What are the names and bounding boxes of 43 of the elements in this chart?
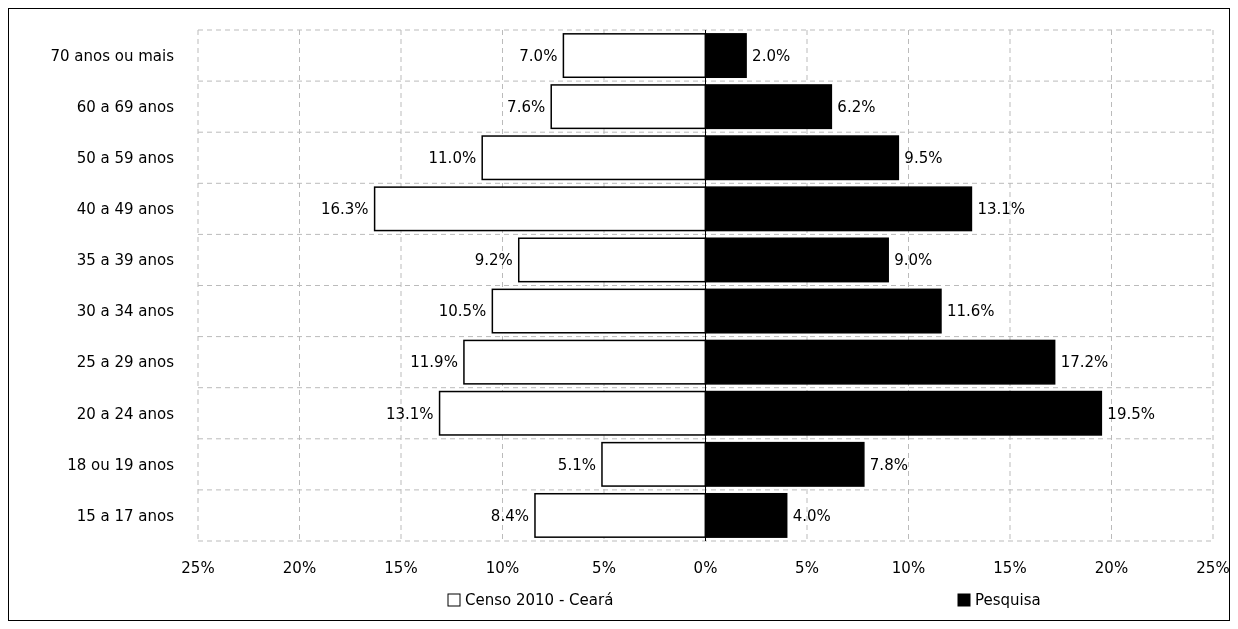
x-tick-label: 15% [384, 559, 418, 577]
x-tick-label: 25% [181, 559, 215, 577]
data-label: 19.5% [1107, 404, 1156, 423]
legend-label: Censo 2010 - Ceará [465, 591, 614, 609]
data-label: 13.1% [385, 404, 434, 423]
data-label: 13.1% [977, 200, 1026, 219]
x-tick-label: 10% [891, 559, 926, 577]
y-tick-label: 25 a 29 anos [76, 353, 175, 372]
y-tick-label: 50 a 59 anos [76, 149, 175, 167]
y-tick-label: 20 a 24 anos [76, 404, 175, 423]
y-tick-label: 15 a 17 anos [76, 506, 175, 525]
data-label: 8.4% [490, 506, 529, 525]
y-tick-label: 30 a 34 anos [76, 302, 175, 321]
y-tick-label: 40 a 49 anos [76, 200, 175, 219]
x-tick-label: 10% [485, 559, 520, 577]
data-label: 9.5% [904, 149, 943, 167]
y-tick-label: 60 a 69 anos [76, 97, 175, 116]
data-label: 5.1% [557, 455, 596, 474]
data-label: 2.0% [752, 46, 791, 65]
x-tick-label: 20% [1094, 559, 1129, 577]
data-label: 17.2% [1060, 353, 1109, 372]
data-label: 11.0% [428, 149, 477, 167]
data-label: 9.0% [894, 251, 933, 270]
data-label: 4.0% [792, 506, 831, 525]
y-tick-label: 35 a 39 anos [76, 251, 175, 270]
x-tick-label: 20% [282, 559, 317, 577]
data-label: 9.2% [474, 251, 513, 270]
x-tick-label: 5% [592, 559, 616, 577]
y-tick-label: 70 anos ou mais [50, 46, 175, 65]
x-tick-label: 25% [1196, 559, 1230, 577]
x-tick-label: 0% [693, 559, 718, 577]
x-tick-label: 15% [993, 559, 1027, 577]
data-label: 6.2% [837, 97, 876, 116]
data-label: 11.6% [946, 302, 995, 321]
data-label: 7.6% [507, 97, 546, 116]
data-label: 16.3% [320, 200, 369, 219]
x-tick-label: 5% [795, 559, 819, 577]
y-tick-label: 18 ou 19 anos [67, 455, 175, 474]
data-label: 7.0% [519, 46, 558, 65]
data-label: 11.9% [410, 353, 458, 372]
legend-label: Pesquisa [975, 591, 1041, 609]
data-label: 10.5% [438, 302, 487, 321]
data-label: 7.8% [869, 455, 908, 474]
